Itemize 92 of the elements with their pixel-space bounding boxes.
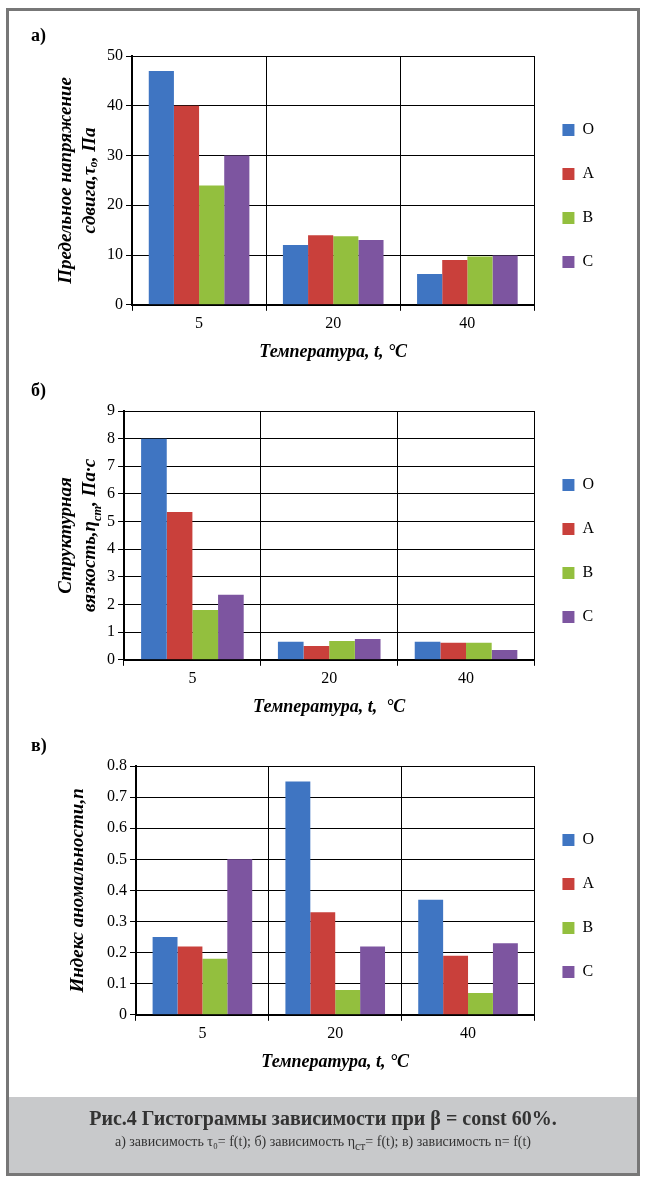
y-tick-label: 20 <box>107 195 123 213</box>
bar <box>303 645 330 660</box>
bar <box>310 912 336 1015</box>
legend-label: C <box>582 252 594 270</box>
bar <box>467 256 493 305</box>
y-tick-label: 50 <box>107 46 123 64</box>
legend-label: B <box>582 918 594 936</box>
x-tick-label: 5 <box>198 1023 207 1041</box>
x-tick-label: 20 <box>327 1023 344 1041</box>
legend-label: B <box>582 208 594 226</box>
bar <box>354 639 381 660</box>
bar <box>492 255 518 305</box>
text: Рис.4 Гистограммы зависимости при β = const 60%. <box>88 1107 558 1130</box>
y-tick-label: 5 <box>107 511 115 529</box>
y-tick-label: 0 <box>119 1005 127 1022</box>
x-tick-label: 40 <box>459 313 476 331</box>
y-tick-label: 0.3 <box>107 911 127 929</box>
y-tick-label: 0.5 <box>107 849 127 867</box>
legend-label: O <box>582 830 595 848</box>
bar <box>418 899 444 1015</box>
x-tick-label: 20 <box>325 313 342 331</box>
legend-label: O <box>582 475 595 493</box>
x-tick-label: 5 <box>195 313 204 331</box>
y-tick-label: 7 <box>107 456 115 474</box>
text: в) <box>31 735 47 756</box>
bar <box>285 781 311 1015</box>
bar <box>491 650 518 660</box>
y-tick-label: 3 <box>107 567 115 585</box>
y-tick-label: 0.1 <box>107 973 127 991</box>
legend-label: A <box>582 519 595 537</box>
x-axis-title: Температура, t, °C <box>259 340 409 361</box>
bar <box>442 260 468 305</box>
bar <box>192 610 219 660</box>
bar <box>308 235 334 305</box>
y-tick-label: 0 <box>115 295 123 312</box>
bar <box>141 438 167 660</box>
bar <box>333 236 359 305</box>
x-tick-label: 20 <box>321 668 338 686</box>
bar <box>414 641 441 660</box>
y-tick-label: 40 <box>107 95 123 113</box>
y-tick-label: 30 <box>107 145 123 163</box>
x-tick-label: 5 <box>188 668 197 686</box>
legend-label: C <box>582 962 594 980</box>
y-tick-label: 10 <box>107 245 123 263</box>
legend-label: B <box>582 563 594 581</box>
bar <box>224 155 250 305</box>
bar <box>282 245 309 305</box>
x-axis-title: Температура, t, °C <box>253 695 407 716</box>
y-tick-label: 9 <box>107 401 115 419</box>
y-tick-label: 8 <box>107 428 115 446</box>
x-tick-label: 40 <box>460 1023 477 1041</box>
y-tick-label: 0.7 <box>107 787 127 805</box>
bar <box>218 594 244 660</box>
y-tick-label: 0.6 <box>107 818 127 836</box>
bar <box>466 642 492 660</box>
y-tick-label: 0.2 <box>107 942 127 960</box>
y-tick-label: 4 <box>107 539 115 557</box>
x-tick-label: 40 <box>458 668 475 686</box>
y-axis-title: Предельное напряжение сдвига,τₒ, Па <box>54 76 99 285</box>
bar <box>202 958 228 1015</box>
bar <box>166 511 193 660</box>
bar <box>443 955 469 1015</box>
bar <box>177 946 203 1015</box>
bar <box>468 993 493 1015</box>
bar <box>358 240 384 305</box>
legend-label: O <box>582 120 595 138</box>
bar <box>492 943 518 1015</box>
bar <box>148 70 174 305</box>
text: а) зависимость τ₀= f(t); б) зависимость η$_{ст}$= f(t); в) зависимость n= f(t) <box>113 1134 533 1153</box>
legend-label: C <box>582 607 594 625</box>
bar <box>173 105 200 305</box>
legend-label: A <box>582 164 595 182</box>
bar <box>152 937 178 1015</box>
y-tick-label: 1 <box>107 622 115 640</box>
text: б) <box>31 380 46 401</box>
bar <box>227 859 253 1015</box>
x-axis-title: Температура, t, °C <box>261 1050 411 1071</box>
y-tick-label: 6 <box>107 484 115 502</box>
bar <box>199 185 225 305</box>
y-axis-title: Индекс аномальности,n <box>66 788 87 994</box>
y-tick-label: 0.4 <box>107 880 127 898</box>
y-tick-label: 0 <box>107 650 115 667</box>
bar <box>335 989 361 1015</box>
bar <box>440 642 467 660</box>
bar <box>417 273 443 305</box>
legend-label: A <box>582 874 595 892</box>
bar <box>277 641 304 660</box>
bar <box>360 946 386 1015</box>
y-tick-label: 0.8 <box>107 756 127 774</box>
y-tick-label: 2 <box>107 594 115 612</box>
bar <box>329 641 355 660</box>
text: а) <box>31 25 46 46</box>
